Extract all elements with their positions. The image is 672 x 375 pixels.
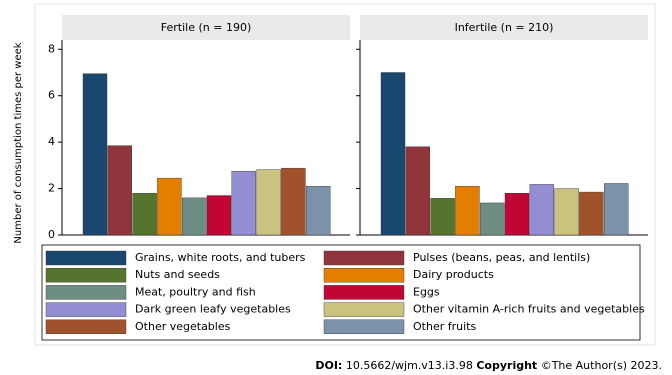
- legend-swatch: [323, 285, 405, 300]
- legend-label: Dark green leafy vegetables: [135, 303, 291, 316]
- footer: DOI: 10.5662/wjm.v13.i3.98 Copyright ©Th…: [315, 359, 662, 372]
- legend-swatch: [323, 319, 405, 334]
- legend-swatch: [45, 268, 127, 283]
- bar: [579, 191, 604, 236]
- bar: [380, 72, 406, 236]
- bar: [157, 177, 182, 236]
- legend-label: Dairy products: [413, 268, 494, 281]
- legend-swatch: [323, 302, 405, 317]
- legend-label: Meat, poultry and fish: [135, 285, 256, 298]
- legend-label: Other fruits: [413, 320, 476, 333]
- legend-swatch: [323, 250, 405, 266]
- copyright: ©The Author(s) 2023.: [541, 359, 662, 372]
- legend-label: Pulses (beans, peas, and lentils): [413, 251, 590, 264]
- legend-label: Other vegetables: [135, 320, 231, 333]
- legend-swatch: [45, 285, 127, 300]
- y-tick-label: 8: [48, 42, 55, 55]
- panel-title: Infertile (n = 210): [455, 21, 554, 34]
- legend-swatch: [45, 250, 127, 266]
- bar: [206, 195, 232, 236]
- legend-swatch: [45, 319, 127, 334]
- bar: [181, 197, 207, 236]
- bar: [554, 188, 579, 236]
- legend-swatch: [45, 302, 127, 317]
- bar: [455, 186, 480, 236]
- bar: [405, 146, 430, 236]
- legend-swatch: [323, 268, 405, 283]
- bar: [231, 170, 257, 236]
- y-axis-label: Number of consumption times per week: [13, 42, 24, 243]
- doi: 10.5662/wjm.v13.i3.98: [346, 359, 473, 372]
- bar: [480, 202, 505, 236]
- panel-header: [360, 15, 648, 40]
- copyright-label: Copyright: [476, 359, 537, 372]
- panel-header: [62, 15, 350, 40]
- doi-label: DOI:: [315, 359, 342, 372]
- bar: [604, 183, 629, 236]
- bar: [529, 184, 554, 236]
- legend-label: Other vitamin A-rich fruits and vegetabl…: [413, 303, 645, 316]
- y-tick-label: 4: [48, 135, 55, 148]
- legend-label: Eggs: [413, 285, 440, 298]
- legend-label: Grains, white roots, and tubers: [135, 251, 306, 264]
- y-tick-label: 0: [48, 228, 55, 241]
- bar: [430, 198, 455, 236]
- bar: [256, 169, 281, 236]
- y-tick-label: 2: [48, 182, 55, 195]
- bar: [132, 193, 157, 236]
- bar: [107, 145, 133, 236]
- legend-label: Nuts and seeds: [135, 268, 220, 281]
- bar: [306, 186, 331, 236]
- y-tick-label: 6: [48, 89, 55, 102]
- bar: [82, 73, 108, 236]
- bar: [504, 193, 530, 236]
- panel-title: Fertile (n = 190): [161, 21, 251, 34]
- bar: [281, 167, 306, 236]
